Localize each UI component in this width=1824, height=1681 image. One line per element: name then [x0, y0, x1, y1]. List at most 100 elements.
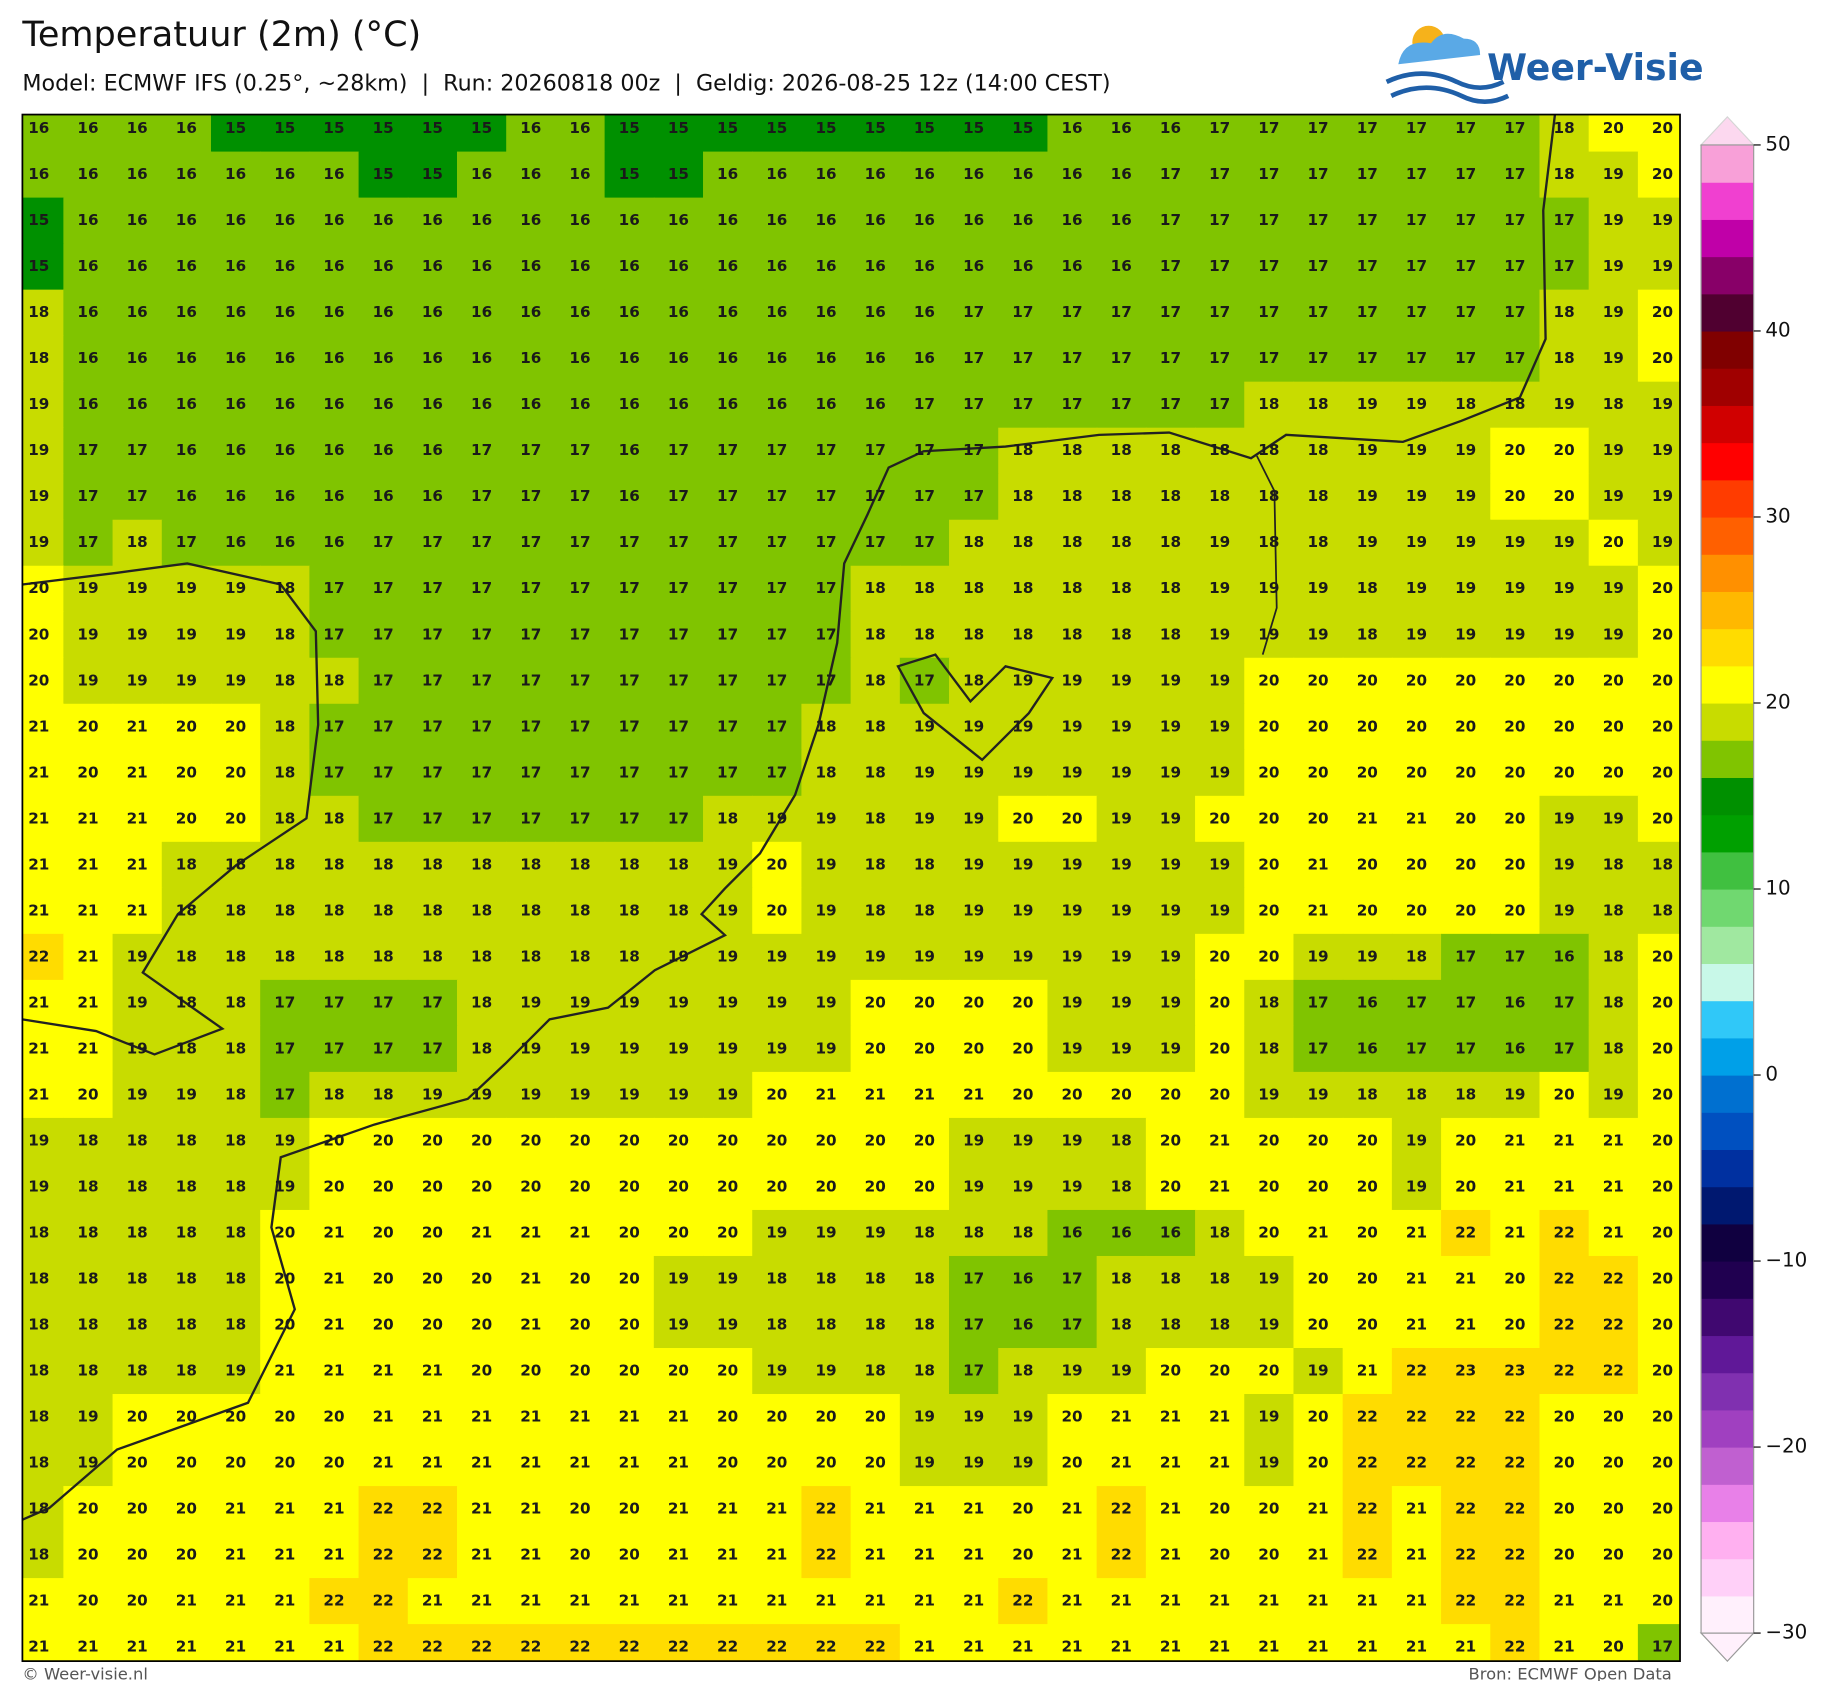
temperature-cell [1047, 519, 1098, 567]
temperature-label: 20 [1603, 1408, 1624, 1426]
temperature-cell [752, 1117, 803, 1165]
temperature-cell [555, 703, 606, 751]
temperature-cell [899, 1440, 950, 1487]
temperature-cell [112, 1301, 163, 1349]
temperature-cell [407, 151, 458, 199]
temperature-cell [1441, 335, 1491, 383]
temperature-cell [653, 1209, 704, 1257]
temperature-cell [1391, 243, 1442, 291]
temperature-label: 17 [569, 441, 590, 459]
temperature-cell [1096, 289, 1147, 337]
temperature-label: 17 [619, 763, 640, 781]
temperature-label: 19 [1111, 763, 1132, 781]
temperature-label: 16 [373, 257, 394, 275]
temperature-cell [998, 1117, 1049, 1165]
temperature-label: 18 [865, 901, 886, 919]
temperature-cell [555, 1347, 606, 1395]
temperature-cell [1588, 381, 1639, 429]
temperature-label: 16 [520, 395, 541, 413]
temperature-cell [1490, 703, 1541, 751]
temperature-label: 17 [1504, 349, 1525, 367]
temperature-label: 20 [471, 1362, 492, 1380]
temperature-cell [949, 151, 999, 199]
temperature-label: 18 [176, 901, 197, 919]
temperature-label: 20 [1603, 1546, 1624, 1564]
temperature-label: 21 [1603, 1592, 1624, 1610]
temperature-label: 16 [914, 349, 935, 367]
temperature-cell [358, 1532, 409, 1579]
temperature-cell [309, 1486, 360, 1533]
temperature-cell [1195, 1301, 1245, 1349]
temperature-label: 21 [914, 1546, 935, 1564]
temperature-cell [358, 1301, 409, 1349]
temperature-cell [1096, 1255, 1147, 1303]
temperature-cell [1490, 1624, 1541, 1662]
temperature-label: 21 [963, 1592, 984, 1610]
temperature-cell [1293, 933, 1344, 981]
temperature-label: 18 [1554, 303, 1575, 321]
temperature-cell [1342, 1624, 1393, 1662]
temperature-label: 19 [520, 1039, 541, 1057]
temperature-label: 19 [1603, 257, 1624, 275]
temperature-cell [506, 197, 557, 245]
temperature-cell [260, 887, 311, 935]
temperature-label: 17 [1258, 165, 1279, 183]
temperature-cell [63, 887, 114, 935]
colorbar-segment [1701, 554, 1754, 592]
temperature-cell [850, 703, 901, 751]
temperature-cell [1637, 1578, 1681, 1625]
temperature-cell [899, 611, 950, 659]
temperature-label: 16 [1012, 211, 1033, 229]
temperature-cell [653, 473, 704, 521]
temperature-cell [63, 1394, 114, 1441]
temperature-label: 20 [1209, 1085, 1230, 1103]
temperature-label: 17 [274, 1039, 295, 1057]
temperature-label: 16 [766, 395, 787, 413]
temperature-cell [358, 1440, 409, 1487]
temperature-cell [260, 1025, 311, 1073]
temperature-label: 18 [323, 1085, 344, 1103]
temperature-label: 18 [1554, 119, 1575, 137]
temperature-cell [63, 979, 114, 1027]
temperature-cell [358, 749, 409, 797]
temperature-label: 17 [815, 625, 836, 643]
temperature-label: 19 [766, 993, 787, 1011]
temperature-cell [1539, 933, 1590, 981]
temperature-label: 16 [225, 257, 246, 275]
temperature-cell [1391, 1347, 1442, 1395]
temperature-label: 20 [668, 1177, 689, 1195]
temperature-cell [1539, 565, 1590, 613]
temperature-cell [850, 243, 901, 291]
temperature-label: 21 [471, 1500, 492, 1518]
temperature-label: 20 [1504, 717, 1525, 735]
temperature-cell [703, 979, 753, 1027]
temperature-label: 18 [766, 1315, 787, 1333]
temperature-label: 20 [225, 1454, 246, 1472]
temperature-cell [112, 703, 163, 751]
temperature-cell [1244, 243, 1295, 291]
temperature-cell [161, 1117, 212, 1165]
temperature-cell [1637, 933, 1681, 981]
colorbar-tick-label: −30 [1765, 1621, 1807, 1644]
temperature-label: 20 [1307, 1177, 1328, 1195]
temperature-cell [112, 151, 163, 199]
temperature-label: 20 [1652, 1131, 1673, 1149]
temperature-label: 17 [717, 579, 738, 597]
temperature-cell [112, 795, 163, 843]
temperature-cell [1096, 1347, 1147, 1395]
temperature-label: 17 [1554, 993, 1575, 1011]
temperature-cell [112, 114, 163, 153]
temperature-cell [555, 114, 606, 153]
temperature-label: 16 [619, 487, 640, 505]
temperature-label: 22 [815, 1500, 836, 1518]
temperature-label: 20 [274, 1315, 295, 1333]
temperature-cell [1391, 519, 1442, 567]
temperature-label: 20 [77, 763, 98, 781]
temperature-cell [801, 381, 852, 429]
temperature-label: 20 [127, 1408, 148, 1426]
temperature-label: 16 [1111, 165, 1132, 183]
temperature-cell [309, 1394, 360, 1441]
temperature-label: 16 [127, 165, 148, 183]
temperature-label: 21 [1061, 1592, 1082, 1610]
temperature-label: 19 [569, 1039, 590, 1057]
